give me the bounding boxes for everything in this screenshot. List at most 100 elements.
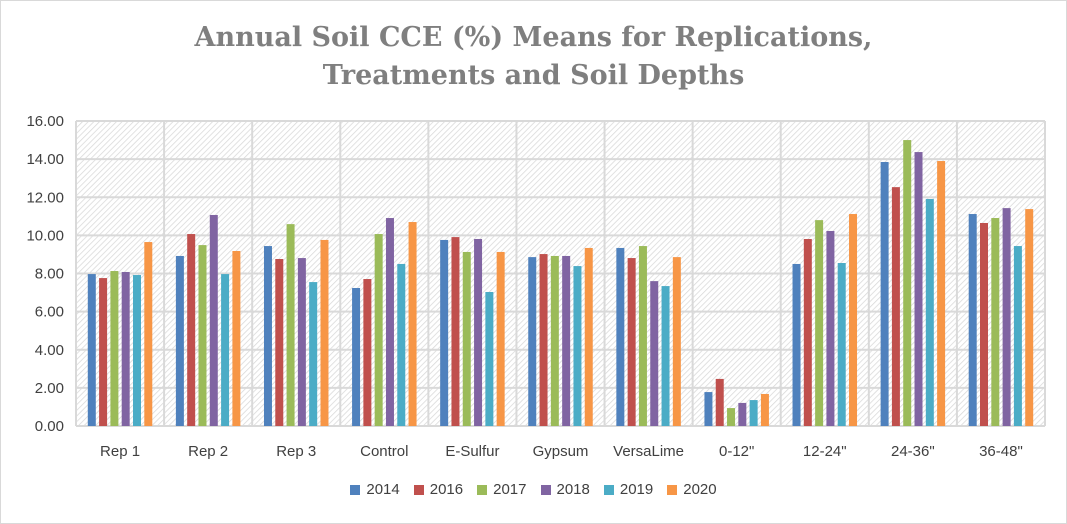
- bar-2019: [397, 263, 406, 426]
- bar-2020: [144, 242, 153, 426]
- bar-2020: [408, 222, 417, 426]
- legend-swatch: [477, 484, 488, 495]
- bar-2017: [991, 218, 1000, 426]
- legend-swatch: [350, 484, 361, 495]
- bar-2020: [232, 251, 241, 426]
- bar-2019: [661, 286, 670, 426]
- bar-2019: [132, 275, 141, 426]
- bar-2014: [528, 257, 537, 426]
- bar-2016: [275, 259, 284, 426]
- bar-2018: [297, 258, 306, 426]
- bar-2016: [451, 237, 460, 426]
- legend-label: 2016: [429, 481, 464, 498]
- x-tick-label: 0-12": [719, 443, 754, 460]
- legend-item: 2014: [350, 481, 400, 498]
- bar-2019: [749, 400, 758, 426]
- bar-2019: [837, 263, 846, 426]
- bar-2019: [573, 266, 582, 426]
- legend-swatch: [603, 484, 614, 495]
- bar-2018: [385, 218, 394, 426]
- bar-2016: [715, 378, 724, 426]
- bar-2020: [760, 393, 769, 426]
- bar-2017: [815, 220, 824, 426]
- legend-label: 2018: [556, 481, 590, 498]
- legend-swatch: [540, 484, 551, 495]
- bar-2014: [968, 214, 977, 426]
- y-tick-label: 8.00: [35, 266, 64, 283]
- bar-2018: [121, 271, 130, 426]
- bar-2014: [263, 246, 272, 426]
- legend-swatch: [667, 484, 678, 495]
- legend-swatch: [413, 484, 424, 495]
- bar-2014: [616, 247, 625, 426]
- bar-2019: [221, 274, 230, 426]
- chart-title-line-1: Annual Soil CCE (%) Means for Replicatio…: [194, 22, 873, 53]
- legend-item: 2016: [413, 481, 464, 498]
- bar-2014: [880, 161, 889, 426]
- bar-2016: [539, 254, 548, 426]
- legend-item: 2018: [540, 481, 590, 498]
- bar-2016: [187, 234, 196, 426]
- y-tick-label: 4.00: [35, 342, 64, 359]
- x-tick-label: Gypsum: [533, 443, 589, 460]
- bar-2018: [826, 230, 835, 426]
- y-tick-label: 14.00: [26, 151, 64, 168]
- legend-label: 2020: [683, 481, 717, 498]
- bar-2018: [738, 402, 747, 426]
- y-tick-label: 0.00: [35, 418, 64, 435]
- bar-2020: [849, 214, 858, 426]
- bar-2019: [1013, 246, 1022, 426]
- x-tick-label: Rep 2: [188, 443, 228, 460]
- legend-label: 2014: [366, 481, 400, 498]
- bar-2014: [352, 287, 361, 426]
- legend-item: 2017: [477, 481, 527, 498]
- bar-2020: [937, 161, 946, 426]
- bar-2019: [925, 198, 934, 426]
- bar-2018: [650, 281, 659, 426]
- bar-2019: [309, 282, 318, 426]
- bar-2014: [704, 392, 713, 426]
- legend-item: 2019: [603, 481, 653, 498]
- x-tick-label: VersaLime: [613, 443, 684, 460]
- bar-2017: [374, 234, 383, 426]
- bar-2017: [462, 251, 471, 426]
- bar-2014: [175, 255, 184, 426]
- y-tick-label: 10.00: [26, 227, 64, 244]
- bar-2016: [363, 279, 372, 426]
- bar-2016: [99, 278, 108, 426]
- x-tick-label: 36-48": [979, 443, 1023, 460]
- bar-2018: [1002, 208, 1011, 426]
- y-tick-label: 6.00: [35, 304, 64, 321]
- bar-2014: [792, 263, 801, 426]
- x-tick-label: 12-24": [803, 443, 847, 460]
- bar-2017: [903, 140, 912, 426]
- bar-2017: [198, 245, 207, 426]
- legend-item: 2020: [667, 481, 717, 498]
- x-tick-label: Control: [360, 443, 408, 460]
- bar-2020: [584, 247, 593, 426]
- bar-2018: [562, 255, 571, 426]
- bar-2020: [496, 251, 505, 426]
- bar-2016: [891, 187, 900, 426]
- bar-2018: [209, 214, 218, 426]
- bar-2017: [727, 408, 736, 426]
- bar-2016: [980, 222, 989, 426]
- bar-2016: [803, 238, 812, 426]
- bar-2019: [485, 291, 494, 426]
- y-tick-label: 16.00: [26, 113, 64, 130]
- x-tick-label: Rep 1: [100, 443, 140, 460]
- x-tick-label: E-Sulfur: [445, 443, 499, 460]
- y-tick-label: 2.00: [35, 380, 64, 397]
- x-tick-label: 24-36": [891, 443, 935, 460]
- bar-2017: [110, 271, 119, 426]
- bar-2020: [1025, 209, 1034, 426]
- bar-2018: [914, 152, 923, 426]
- bar-2014: [87, 274, 96, 426]
- chart-title-line-2: Treatments and Soil Depths: [322, 60, 745, 91]
- bar-2017: [550, 255, 559, 426]
- bar-2018: [474, 238, 483, 426]
- bar-2020: [320, 239, 329, 426]
- bar-2017: [286, 224, 295, 426]
- chart-legend: 2014 2016 2017 2018 2019 2020: [0, 481, 1067, 498]
- bar-2014: [440, 239, 449, 426]
